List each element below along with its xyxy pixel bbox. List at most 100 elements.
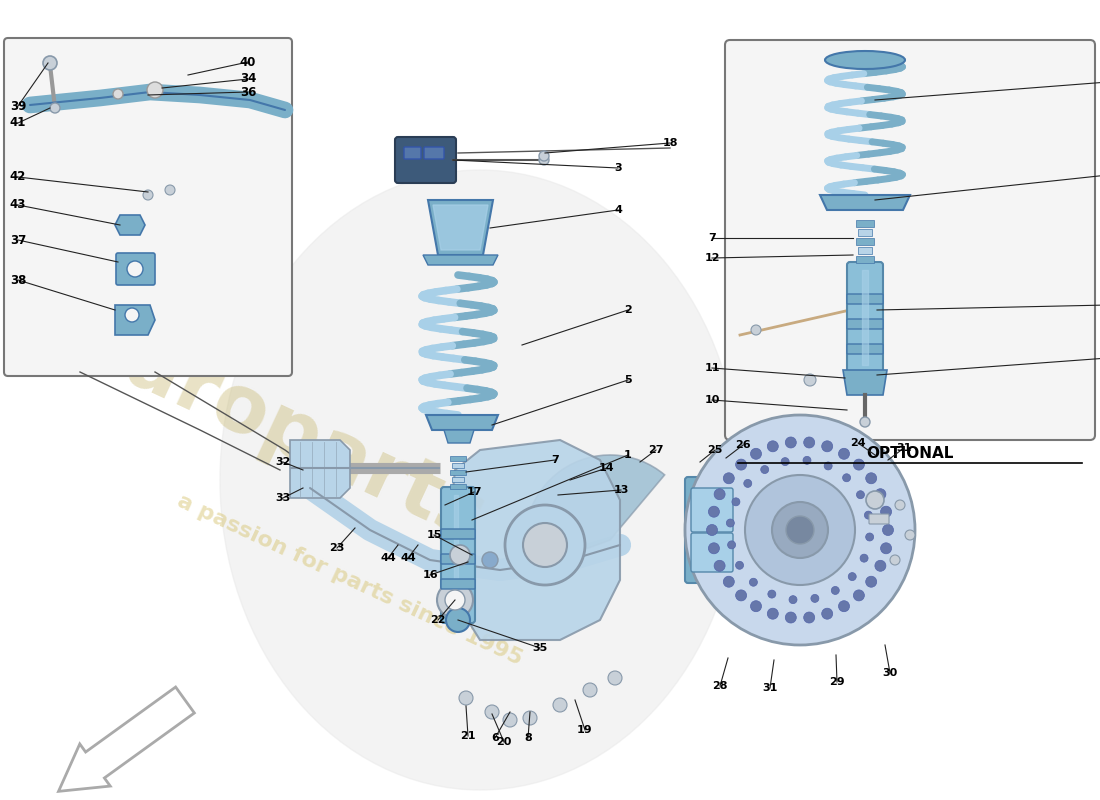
Ellipse shape (220, 170, 740, 790)
Circle shape (865, 511, 872, 519)
Circle shape (125, 308, 139, 322)
FancyBboxPatch shape (847, 319, 883, 329)
Text: 7: 7 (708, 233, 716, 243)
Polygon shape (452, 477, 464, 482)
Polygon shape (450, 440, 620, 640)
Text: 24: 24 (850, 438, 866, 448)
Circle shape (768, 590, 776, 598)
Circle shape (785, 612, 796, 623)
FancyBboxPatch shape (4, 38, 292, 376)
Circle shape (43, 56, 57, 70)
Circle shape (143, 190, 153, 200)
Text: 18: 18 (662, 138, 678, 148)
Text: 44: 44 (381, 553, 396, 563)
Text: 34: 34 (240, 73, 256, 86)
Circle shape (811, 594, 818, 602)
Text: 14: 14 (600, 463, 615, 473)
Text: 41: 41 (10, 117, 26, 130)
Circle shape (895, 500, 905, 510)
Text: 17: 17 (466, 487, 482, 497)
Circle shape (854, 590, 865, 601)
Ellipse shape (825, 51, 905, 69)
Text: 8: 8 (524, 733, 532, 743)
Text: 4: 4 (614, 205, 622, 215)
Circle shape (553, 698, 566, 712)
Text: 25: 25 (707, 445, 723, 455)
Circle shape (736, 459, 747, 470)
Circle shape (714, 489, 725, 500)
Circle shape (727, 541, 736, 549)
FancyBboxPatch shape (441, 579, 475, 589)
Circle shape (50, 103, 60, 113)
Circle shape (708, 542, 719, 554)
Circle shape (882, 525, 893, 535)
Polygon shape (450, 470, 466, 475)
Text: 42: 42 (10, 170, 26, 183)
Circle shape (736, 562, 744, 570)
Circle shape (905, 530, 915, 540)
Text: 7: 7 (551, 455, 559, 465)
Text: 35: 35 (532, 643, 548, 653)
Circle shape (446, 608, 470, 632)
Circle shape (857, 490, 865, 498)
Polygon shape (843, 370, 887, 395)
Circle shape (749, 578, 758, 586)
Circle shape (804, 437, 815, 448)
Text: 19: 19 (578, 725, 593, 735)
Circle shape (505, 505, 585, 585)
Circle shape (803, 456, 811, 464)
Circle shape (126, 261, 143, 277)
Text: 37: 37 (10, 234, 26, 246)
Polygon shape (450, 484, 466, 489)
Wedge shape (525, 455, 664, 569)
Circle shape (714, 560, 725, 571)
FancyBboxPatch shape (847, 294, 883, 304)
FancyBboxPatch shape (847, 344, 883, 354)
Circle shape (482, 552, 498, 568)
Circle shape (866, 576, 877, 587)
Circle shape (583, 683, 597, 697)
Circle shape (772, 502, 828, 558)
Text: 15: 15 (427, 530, 442, 540)
Text: 28: 28 (713, 681, 728, 691)
Circle shape (437, 582, 473, 618)
Circle shape (768, 608, 779, 619)
Circle shape (744, 479, 751, 487)
Text: 26: 26 (735, 440, 751, 450)
Text: 33: 33 (275, 493, 290, 503)
Text: 39: 39 (10, 99, 26, 113)
FancyBboxPatch shape (691, 488, 733, 532)
FancyBboxPatch shape (847, 262, 883, 373)
Polygon shape (116, 215, 145, 235)
FancyBboxPatch shape (404, 147, 421, 159)
Circle shape (838, 601, 849, 612)
Circle shape (165, 185, 175, 195)
Text: 43: 43 (10, 198, 26, 211)
Polygon shape (116, 305, 155, 335)
Circle shape (751, 325, 761, 335)
FancyBboxPatch shape (441, 529, 475, 539)
Text: 38: 38 (10, 274, 26, 286)
Circle shape (724, 576, 735, 587)
Circle shape (860, 554, 868, 562)
Circle shape (890, 555, 900, 565)
Circle shape (881, 506, 892, 518)
Text: 16: 16 (422, 570, 438, 580)
Circle shape (522, 711, 537, 725)
Polygon shape (424, 255, 498, 265)
Circle shape (786, 516, 814, 544)
Circle shape (724, 473, 735, 484)
Text: 22: 22 (430, 615, 446, 625)
Circle shape (881, 542, 892, 554)
Text: 32: 32 (275, 457, 290, 467)
Circle shape (866, 473, 877, 484)
Polygon shape (454, 495, 458, 615)
Text: 31: 31 (896, 443, 912, 453)
Circle shape (789, 596, 797, 604)
Circle shape (854, 459, 865, 470)
Text: europarts: europarts (62, 301, 498, 559)
Circle shape (459, 691, 473, 705)
Text: 10: 10 (704, 395, 719, 405)
Polygon shape (426, 415, 498, 430)
Circle shape (750, 601, 761, 612)
